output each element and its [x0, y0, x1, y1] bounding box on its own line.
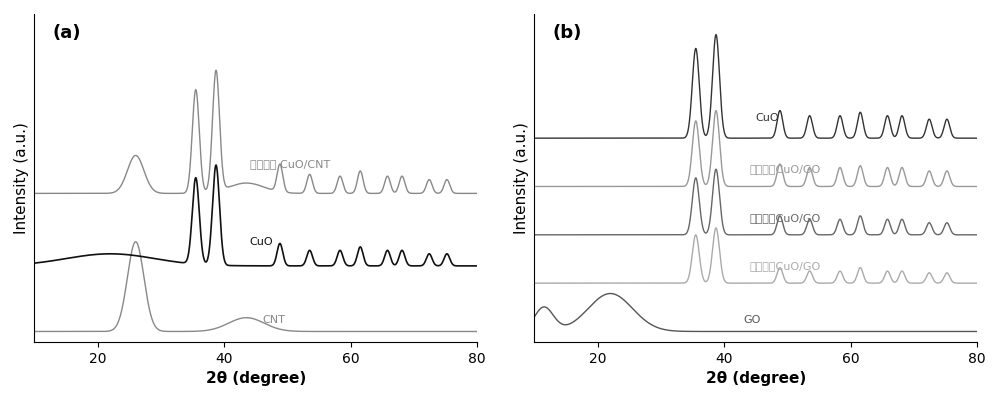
Y-axis label: Intensity (a.u.): Intensity (a.u.) — [14, 122, 29, 234]
Text: 实施例四 CuO/CNT: 实施例四 CuO/CNT — [250, 159, 330, 169]
X-axis label: 2θ (degree): 2θ (degree) — [706, 371, 806, 386]
Text: 实施例三CuO/GO: 实施例三CuO/GO — [750, 164, 821, 174]
Text: CuO: CuO — [756, 113, 779, 123]
Text: CNT: CNT — [262, 314, 285, 324]
Y-axis label: Intensity (a.u.): Intensity (a.u.) — [514, 122, 529, 234]
X-axis label: 2θ (degree): 2θ (degree) — [206, 371, 306, 386]
Text: GO: GO — [743, 314, 761, 324]
Text: (b): (b) — [552, 24, 582, 42]
Text: 实施例二CuO/GO: 实施例二CuO/GO — [750, 213, 821, 223]
Text: 实施例一CuO/GO: 实施例一CuO/GO — [750, 261, 821, 271]
Text: CuO: CuO — [250, 237, 273, 247]
Text: (a): (a) — [52, 24, 81, 42]
